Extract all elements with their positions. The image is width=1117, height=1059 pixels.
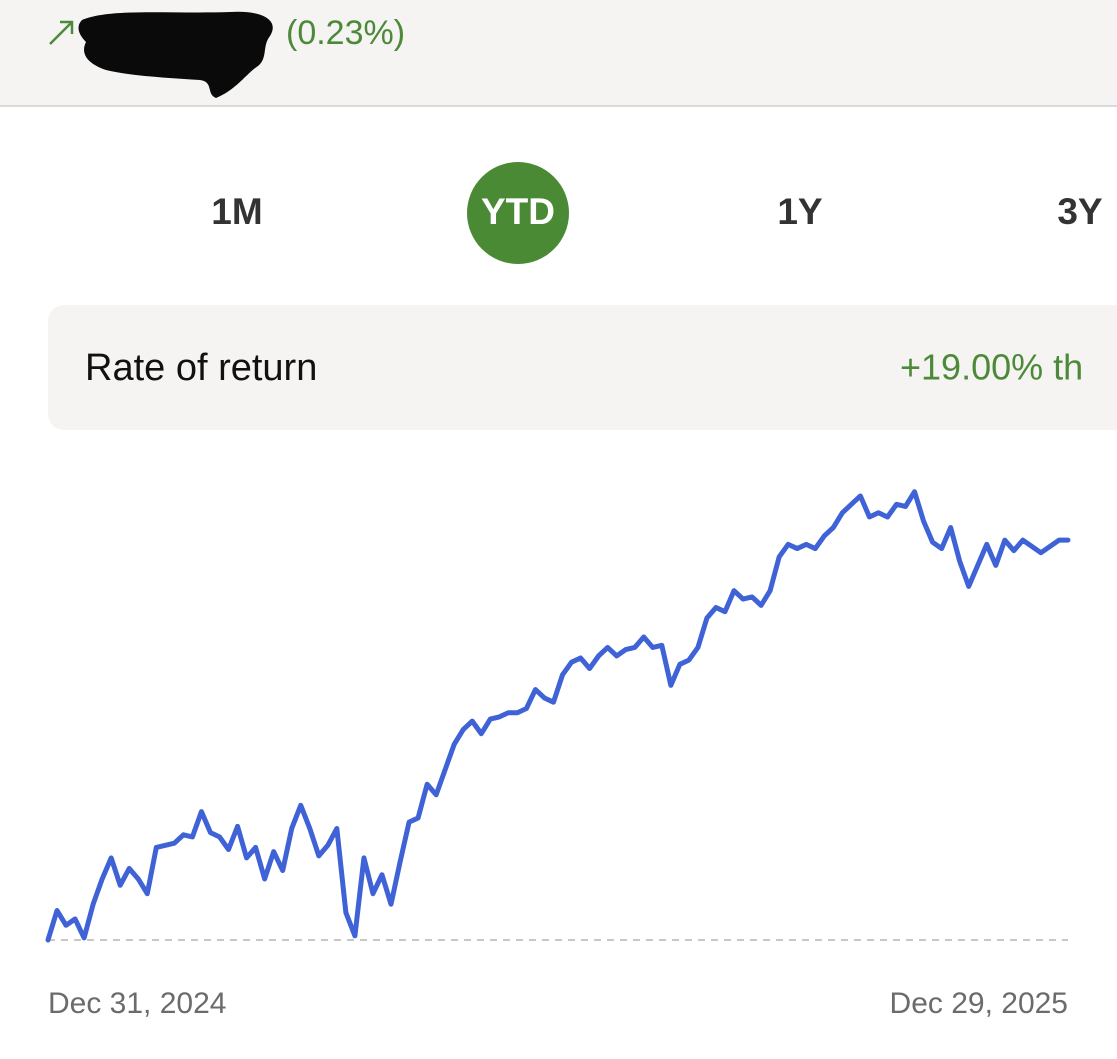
period-tab[interactable]: 3Y	[1057, 191, 1103, 232]
summary-card	[48, 305, 1117, 430]
x-axis-label: Dec 29, 2025	[890, 987, 1068, 1020]
return-line	[45, 489, 1071, 943]
x-axis-label: Dec 31, 2024	[48, 987, 226, 1020]
summary-value: +19.00% th	[900, 347, 1083, 388]
line-chart: Dec 31, 2024 Dec 29, 2025	[45, 489, 1071, 1020]
summary-label: Rate of return	[85, 347, 317, 389]
period-tab[interactable]: 1M	[211, 191, 262, 232]
change-percent: (0.23%)	[286, 14, 405, 52]
period-tab[interactable]: YTD	[481, 191, 555, 232]
active-tab-indicator	[467, 162, 569, 264]
redacted-amount	[78, 11, 273, 98]
trend-arrow-icon	[49, 20, 74, 45]
period-tab[interactable]: 1Y	[777, 191, 823, 232]
